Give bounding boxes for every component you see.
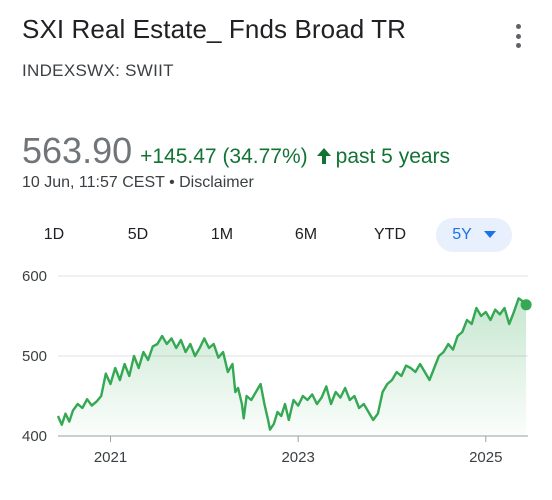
index-title: SXI Real Estate_ Fnds Broad TR [22,14,407,44]
x-tick-label: 2023 [281,449,314,466]
tab-1d[interactable]: 1D [22,218,86,252]
y-tick-label: 500 [22,348,47,365]
quote-timestamp: 10 Jun, 11:57 CEST [22,174,165,191]
x-tick-label: 2021 [94,449,127,466]
more-options-button[interactable] [508,24,528,48]
ticker-symbol: INDEXSWX: SWIIT [22,61,174,80]
last-point-marker [520,299,532,311]
change-period: past 5 years [335,145,451,168]
price-row: 563.90 +145.47 (34.77%) past 5 years [22,130,450,172]
tab-label: 5Y [452,226,472,243]
more-vert-icon-dot [515,43,521,48]
y-tick-label: 600 [22,268,47,285]
tab-label: 1M [210,226,234,243]
arrow-up-icon [316,147,332,170]
series-line [56,297,528,431]
quote-meta: 10 Jun, 11:57 CEST • Disclaimer [22,174,254,192]
price-chart: 400 500 600 2021 2023 2025 [22,268,532,466]
current-price: 563.90 [22,130,133,171]
series-area-fill [58,298,527,436]
tab-5d[interactable]: 5D [106,218,170,252]
tab-5y[interactable]: 5Y [436,218,512,252]
meta-separator: • [169,174,175,191]
tab-label: 1D [43,226,65,243]
price-change: +145.47 (34.77%) [140,145,308,168]
tab-label: 5D [127,226,149,243]
x-tick-label: 2025 [469,449,502,466]
tab-1m[interactable]: 1M [190,218,254,252]
tab-6m[interactable]: 6M [274,218,338,252]
tab-ytd[interactable]: YTD [358,218,422,252]
more-vert-icon-dot [515,33,521,39]
caret-down-icon [483,231,496,238]
time-range-tabs: 1D 5D 1M 6M YTD 5Y [22,218,522,252]
y-tick-label: 400 [22,428,47,445]
tab-label: 6M [294,226,318,243]
tab-label: YTD [374,226,406,243]
disclaimer-link[interactable]: Disclaimer [179,174,254,191]
more-vert-icon [515,24,521,29]
